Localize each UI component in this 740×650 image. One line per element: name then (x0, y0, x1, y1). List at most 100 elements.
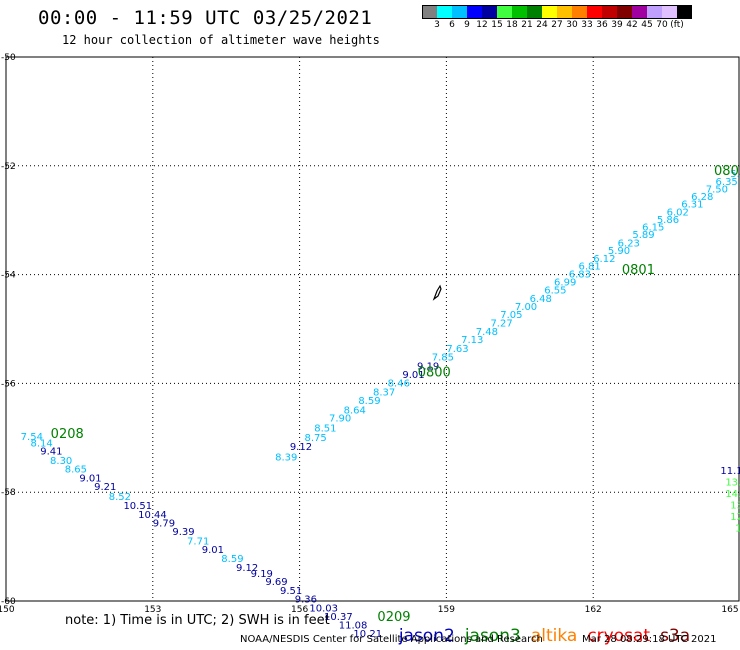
wave-height-value: 9.21 (94, 482, 116, 493)
wave-height-value: 9.69 (265, 577, 287, 588)
grid-lines (6, 57, 740, 601)
y-tick-label: -60 (1, 597, 16, 607)
legend-label: 3 (434, 20, 440, 30)
satellite-pass: 8.399.128.758.517.908.648.598.378.469.01… (275, 353, 454, 464)
wave-height-value: 7.90 (329, 413, 351, 424)
legend-swatch (587, 5, 602, 19)
legend-label: 33 (581, 20, 593, 30)
generation-timestamp: Mar 28 08:29:18 UTC 2021 (582, 634, 717, 645)
legend-label: 12 (476, 20, 488, 30)
legend-swatch (617, 5, 632, 19)
color-legend: 3 6 9 12 15 18 21 24 27 30 33 36 39 42 45 70 (ft) (422, 5, 692, 31)
legend-swatch (677, 5, 692, 19)
wave-height-value: 6.48 (530, 294, 552, 305)
wave-height-value: 9.39 (172, 527, 194, 538)
wave-height-value: 8.65 (65, 465, 87, 476)
satellite-pass: 6.235.896.155.866.026.316.287.506.355.58… (618, 164, 740, 249)
page-title: 00:00 - 11:59 UTC 03/25/2021 (38, 7, 373, 29)
wave-height-value: 11.08 (339, 621, 368, 632)
island-coastline (432, 284, 442, 301)
wave-height-value: 8.52 (109, 492, 131, 503)
legend-swatch (572, 5, 587, 19)
wave-height-value: 10.44 (138, 510, 167, 521)
wave-height-value: 10.37 (324, 612, 353, 623)
wave-height-value: 7.48 (476, 327, 498, 338)
wave-height-value: 8.64 (344, 405, 366, 416)
satellite-name: jason3 (464, 626, 521, 646)
wave-height-value: 8.37 (373, 387, 395, 398)
wave-height-value: 5.58 (730, 169, 740, 180)
credit-line: NOAA/NESDIS Center for Satellite Applica… (240, 634, 543, 645)
legend-swatch (632, 5, 647, 19)
pass-time-label: 0801 (622, 263, 655, 278)
legend-label: 70 (656, 20, 668, 30)
wave-height-value: 14.01 (725, 489, 740, 500)
pass-time-label: 0802 (714, 164, 740, 179)
legend-label: 39 (611, 20, 623, 30)
wave-height-value: 5.86 (657, 215, 679, 226)
wave-height-value: 7.50 (706, 184, 728, 195)
y-tick-label: -50 (1, 53, 16, 63)
legend-label: 18 (506, 20, 518, 30)
wave-height-value: 6.23 (618, 238, 640, 249)
satellite-legend: jason2 jason3 altika cryosat s3a (388, 606, 700, 646)
y-tick-label: -52 (1, 162, 16, 172)
x-tick-label: 150 (0, 605, 15, 615)
wave-height-value: 6.83 (569, 269, 591, 280)
y-tick-label: -54 (1, 271, 16, 281)
legend-swatch (527, 5, 542, 19)
wave-height-value: 13.03 (725, 478, 740, 489)
wave-height-value: 9.12 (236, 563, 258, 574)
y-tick-label: -58 (1, 488, 16, 498)
wave-height-value: 12. (730, 512, 740, 523)
x-tick-label: 159 (438, 605, 455, 615)
satellite-pass: 9.018.599.129.199.699.519.3610.0310.3711… (202, 545, 411, 640)
legend-label: 21 (521, 20, 533, 30)
wave-height-value: 8.75 (304, 433, 326, 444)
island-outline (432, 284, 442, 301)
wave-height-value: 10.51 (123, 501, 152, 512)
legend-swatch (542, 5, 557, 19)
wave-height-value: 8.30 (50, 456, 72, 467)
wave-height-value: 9.41 (40, 447, 62, 458)
wave-height-value: 6.99 (554, 277, 576, 288)
legend-label: 36 (596, 20, 608, 30)
legend-swatch (482, 5, 497, 19)
wave-height-value: 6.12 (593, 254, 615, 265)
wave-height-value: 7.63 (446, 344, 468, 355)
wave-height-value: 8.39 (275, 453, 297, 464)
wave-height-value: 9.01 (202, 545, 224, 556)
pass-time-label: 0208 (51, 427, 84, 442)
legend-swatch (602, 5, 617, 19)
legend-label: 27 (551, 20, 563, 30)
satellite-name: altika (530, 626, 578, 646)
satellite-name: cryosat (587, 626, 651, 646)
map-border (5, 56, 740, 602)
page-subtitle: 12 hour collection of altimeter wave hei… (62, 33, 380, 47)
legend-swatch (662, 5, 677, 19)
satellite-pass: 7.637.137.487.277.057.006.486.556.996.83… (446, 246, 655, 355)
wave-height-value: 8.51 (314, 423, 336, 434)
x-tick-label: 165 (721, 605, 738, 615)
wave-height-value: 9.19 (251, 569, 273, 580)
wave-height-value: 13.0 (730, 501, 740, 512)
satellite-pass: 7.548.149.418.308.659.019.218.5210.5110.… (21, 427, 210, 547)
wave-height-value: 8.46 (388, 379, 410, 390)
legend-swatch (437, 5, 452, 19)
legend-label: 6 (449, 20, 455, 30)
legend-label: 45 (641, 20, 653, 30)
legend-label: 42 (626, 20, 638, 30)
wave-height-value: 5.90 (608, 246, 630, 257)
map-frame (5, 56, 740, 602)
wave-height-value: 13 (735, 523, 740, 534)
y-axis-ticks: -50 -52 -54 -56 -58 -60 (1, 53, 16, 607)
wave-height-value: 9.79 (153, 518, 175, 529)
satellite-pass: 11.1113.0314.0113.012.13 (720, 466, 740, 534)
satellite-name: jason2 (398, 626, 455, 646)
legend-swatches (422, 5, 692, 19)
wave-height-value: 8.59 (221, 554, 243, 565)
legend-swatch (452, 5, 467, 19)
wave-height-value: 10.21 (353, 629, 382, 640)
legend-swatch (422, 5, 437, 19)
